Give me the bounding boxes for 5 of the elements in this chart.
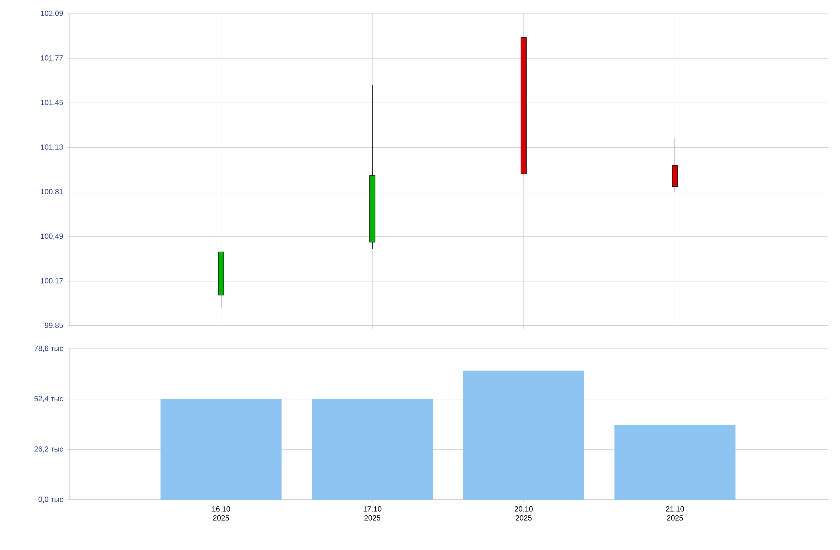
bar bbox=[463, 370, 584, 500]
bar bbox=[312, 399, 434, 500]
bar bbox=[160, 399, 282, 500]
candlestick bbox=[672, 138, 678, 193]
bar bbox=[614, 425, 736, 500]
